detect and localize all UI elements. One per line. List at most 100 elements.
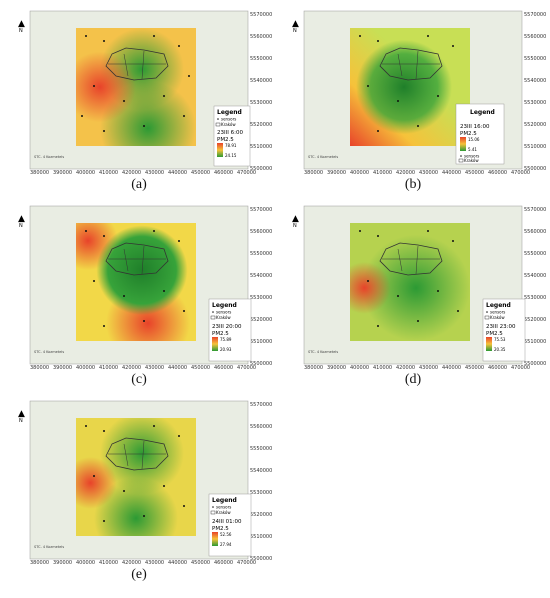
svg-text:380000: 380000 (304, 170, 323, 176)
svg-text:390000: 390000 (327, 170, 346, 176)
y-tick-label: 5570000 (250, 12, 272, 18)
x-tick-label: 460000 (214, 170, 233, 176)
inset-text: STC. 4 Kozmetels (34, 155, 64, 159)
north-arrow-icon: ▲ (18, 214, 25, 224)
map-panel-e: ▲ N 380000 390000 400000 410000 420000 430000… (4, 396, 274, 584)
svg-text:420000: 420000 (122, 560, 141, 566)
svg-text:23III 23:00: 23III 23:00 (486, 324, 516, 330)
svg-text:sensors: sensors (464, 154, 479, 159)
svg-text:5550000: 5550000 (524, 56, 546, 62)
svg-text:Legend: Legend (212, 497, 237, 504)
svg-text:5570000: 5570000 (250, 402, 272, 408)
panel-caption: (a) (131, 177, 147, 192)
svg-text:440000: 440000 (168, 560, 187, 566)
svg-text:470000: 470000 (511, 170, 530, 176)
svg-text:sensors: sensors (490, 310, 505, 315)
svg-text:5530000: 5530000 (524, 100, 546, 106)
svg-text:450000: 450000 (465, 365, 484, 371)
map-panel-c: ▲ N 380000 390000 400000 410000 420000 430000… (4, 201, 274, 389)
svg-text:450000: 450000 (191, 560, 210, 566)
svg-text:5510000: 5510000 (250, 339, 272, 345)
svg-text:430000: 430000 (145, 560, 164, 566)
variable-label: PM2.5 (217, 137, 234, 143)
svg-text:sensors: sensors (216, 310, 231, 315)
svg-text:420000: 420000 (396, 170, 415, 176)
svg-text:5540000: 5540000 (250, 273, 272, 279)
north-arrow-label: N (19, 28, 23, 34)
legend: Legend sensors Kraków 24III 01:00 PM2.5 … (208, 493, 252, 557)
svg-text:23III 16:00: 23III 16:00 (460, 124, 490, 130)
x-tick-label: 440000 (168, 170, 187, 176)
north-arrow-icon: ▲ (292, 214, 299, 224)
map-panel-b: ▲ N 380000 390000 400000 410000 420000 430000… (278, 6, 548, 194)
sensor-points (81, 35, 190, 132)
legend-title: Legend (217, 109, 242, 116)
svg-text:400000: 400000 (350, 365, 369, 371)
svg-text:5550000: 5550000 (524, 251, 546, 257)
panel-caption: (e) (131, 567, 147, 582)
svg-text:52.56: 52.56 (220, 532, 232, 537)
svg-text:20.35: 20.35 (494, 347, 506, 352)
svg-text:STC. 4 Kozmetels: STC. 4 Kozmetels (34, 350, 64, 354)
legend-krakow: Kraków (221, 122, 236, 127)
svg-text:5520000: 5520000 (250, 512, 272, 518)
svg-text:410000: 410000 (99, 365, 118, 371)
svg-text:410000: 410000 (99, 560, 118, 566)
svg-text:5550000: 5550000 (250, 251, 272, 257)
y-tick-label: 5560000 (250, 34, 272, 40)
svg-text:400000: 400000 (76, 365, 95, 371)
x-tick-label: 430000 (145, 170, 164, 176)
svg-text:460000: 460000 (488, 365, 507, 371)
svg-text:Kraków: Kraków (464, 158, 479, 163)
svg-text:5560000: 5560000 (524, 229, 546, 235)
svg-text:390000: 390000 (53, 365, 72, 371)
x-tick-label: 410000 (99, 170, 118, 176)
svg-text:440000: 440000 (168, 365, 187, 371)
svg-text:5540000: 5540000 (524, 78, 546, 84)
svg-text:470000: 470000 (237, 365, 256, 371)
svg-text:410000: 410000 (373, 365, 392, 371)
svg-text:Kraków: Kraków (216, 315, 231, 320)
svg-text:Legend: Legend (212, 302, 237, 309)
svg-text:460000: 460000 (214, 365, 233, 371)
y-tick-label: 5530000 (250, 100, 272, 106)
svg-text:390000: 390000 (53, 560, 72, 566)
svg-text:400000: 400000 (350, 170, 369, 176)
svg-text:5560000: 5560000 (250, 229, 272, 235)
svg-text:420000: 420000 (396, 365, 415, 371)
legend: Legend sensors Kraków 23III 23:00 PM2.5 … (482, 298, 526, 362)
panel-caption: (b) (404, 177, 422, 192)
svg-text:20.93: 20.93 (220, 347, 232, 352)
svg-text:420000: 420000 (122, 365, 141, 371)
svg-text:380000: 380000 (30, 365, 49, 371)
svg-text:27.94: 27.94 (220, 542, 232, 547)
svg-text:5540000: 5540000 (250, 468, 272, 474)
svg-text:N: N (293, 28, 297, 34)
svg-text:15.06: 15.06 (468, 137, 480, 142)
svg-text:STC. 4 Kozmetels: STC. 4 Kozmetels (34, 545, 64, 549)
svg-text:5540000: 5540000 (524, 273, 546, 279)
svg-text:470000: 470000 (237, 560, 256, 566)
svg-text:5510000: 5510000 (524, 339, 546, 345)
svg-text:440000: 440000 (442, 365, 461, 371)
svg-text:460000: 460000 (488, 170, 507, 176)
svg-text:5520000: 5520000 (524, 122, 546, 128)
svg-text:23III 20:00: 23III 20:00 (212, 324, 242, 330)
map-panel-a: ▲ N 380000 390000 400000 410000 420000 430000… (4, 6, 274, 194)
legend: Legend 23III 16:00 PM2.5 15.06 5.41 sens… (455, 103, 505, 165)
svg-text:Legend: Legend (486, 302, 511, 309)
svg-text:430000: 430000 (419, 365, 438, 371)
svg-text:440000: 440000 (442, 170, 461, 176)
svg-text:N: N (293, 223, 297, 229)
svg-text:5520000: 5520000 (250, 317, 272, 323)
svg-text:N: N (19, 223, 23, 229)
svg-text:400000: 400000 (76, 560, 95, 566)
svg-text:5500000: 5500000 (524, 361, 546, 367)
svg-text:410000: 410000 (373, 170, 392, 176)
svg-text:STC. 4 Kozmetels: STC. 4 Kozmetels (308, 155, 338, 159)
svg-text:PM2.5: PM2.5 (212, 526, 229, 532)
x-tick-label: 470000 (237, 170, 256, 176)
legend: Legend sensors Kraków 23III 20:00 PM2.5 … (208, 298, 252, 362)
legend-min: 24.15 (225, 153, 237, 158)
svg-text:5500000: 5500000 (250, 556, 272, 562)
